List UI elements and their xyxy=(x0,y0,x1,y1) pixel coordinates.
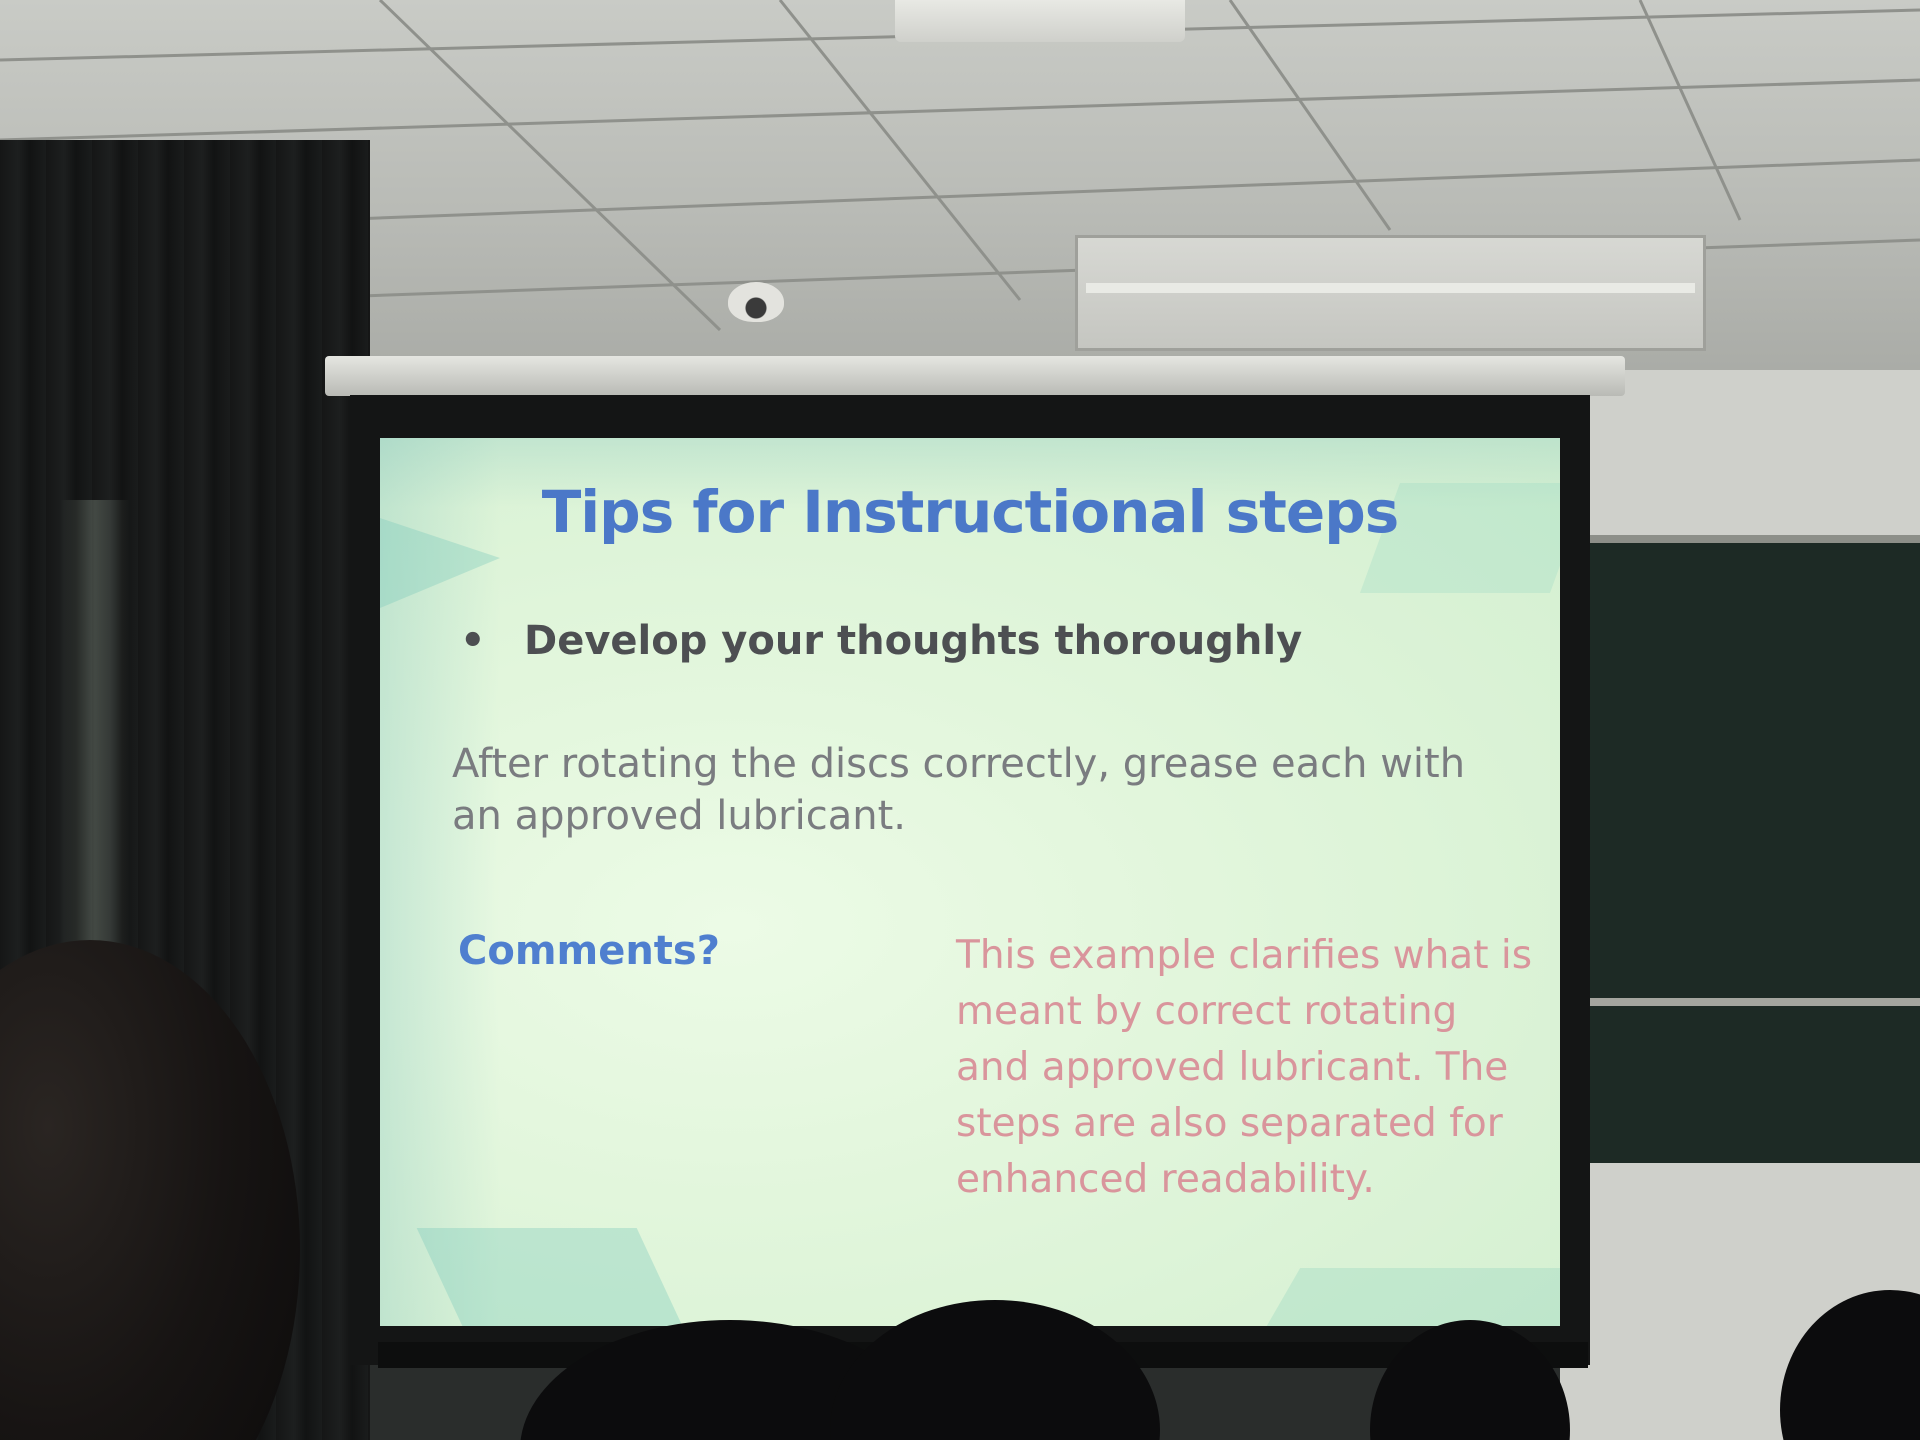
slide-top-shade xyxy=(380,438,1560,508)
security-camera xyxy=(728,282,784,322)
slide-decor-shape xyxy=(1259,1268,1560,1326)
projected-slide: Tips for Instructional steps • Develop yo… xyxy=(380,438,1560,1326)
bullet-text: Develop your thoughts thoroughly xyxy=(524,618,1303,664)
slide-bullet: • Develop your thoughts thoroughly xyxy=(460,618,1302,664)
slide-left-shade xyxy=(380,438,500,1326)
chalkboard-rail xyxy=(1585,998,1920,1006)
slide-title: Tips for Instructional steps xyxy=(541,478,1400,546)
projector xyxy=(895,0,1185,42)
slide-body-text: After rotating the discs correctly, grea… xyxy=(452,741,1466,839)
ceiling-light-fixture xyxy=(1075,235,1706,351)
comments-text: This example clarifies what is meant by … xyxy=(956,933,1533,1202)
slide-decor-triangle xyxy=(380,518,500,608)
bullet-dot-icon: • xyxy=(460,618,486,664)
slide-decor-shape xyxy=(416,1228,684,1326)
projection-screen-housing xyxy=(325,356,1625,396)
comments-label: Comments? xyxy=(458,928,720,974)
light-louver xyxy=(1086,283,1695,293)
chalkboard xyxy=(1585,535,1920,1163)
